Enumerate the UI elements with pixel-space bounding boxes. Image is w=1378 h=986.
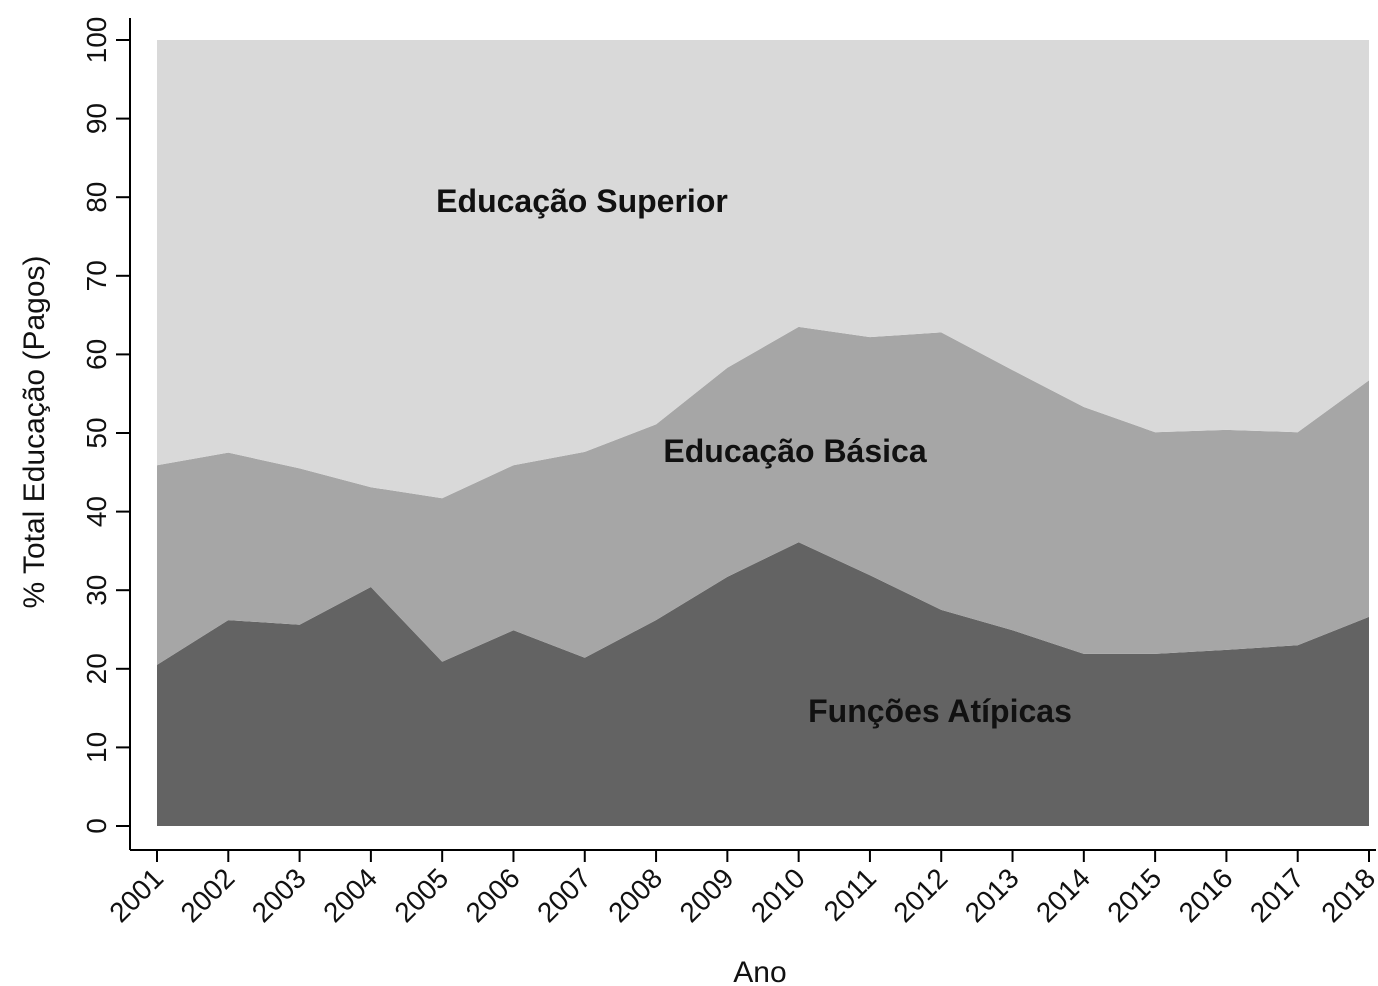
x-tick-label: 2015 <box>1101 862 1167 928</box>
x-tick-label: 2004 <box>317 862 383 928</box>
x-tick-label: 2005 <box>388 862 454 928</box>
y-tick-label: 10 <box>81 732 112 763</box>
x-tick-label: 2017 <box>1244 862 1310 928</box>
y-tick-label: 40 <box>81 496 112 527</box>
series-label: Funções Atípicas <box>808 693 1072 729</box>
y-tick-label: 20 <box>81 653 112 684</box>
x-tick-label: 2010 <box>745 862 811 928</box>
y-tick-label: 60 <box>81 339 112 370</box>
y-tick-label: 30 <box>81 575 112 606</box>
x-tick-label: 2001 <box>103 862 169 928</box>
y-tick-label: 50 <box>81 417 112 448</box>
y-tick-label: 100 <box>81 17 112 64</box>
y-tick-label: 80 <box>81 182 112 213</box>
y-tick-label: 70 <box>81 260 112 291</box>
y-axis-label: % Total Educação (Pagos) <box>18 256 51 609</box>
x-tick-label: 2013 <box>959 862 1025 928</box>
y-tick-label: 90 <box>81 103 112 134</box>
x-tick-label: 2002 <box>175 862 241 928</box>
series-label: Educação Superior <box>436 183 728 219</box>
series-label: Educação Básica <box>663 433 926 469</box>
x-axis-label: Ano <box>733 956 786 986</box>
x-tick-label: 2014 <box>1030 862 1096 928</box>
x-tick-label: 2008 <box>602 862 668 928</box>
x-tick-label: 2016 <box>1173 862 1239 928</box>
x-tick-label: 2009 <box>674 862 740 928</box>
area <box>157 542 1369 826</box>
x-tick-label: 2012 <box>888 862 954 928</box>
x-tick-label: 2011 <box>818 862 883 927</box>
area <box>157 40 1369 499</box>
x-tick-label: 2018 <box>1315 862 1378 928</box>
y-tick-label: 0 <box>81 818 112 834</box>
x-tick-label: 2003 <box>246 862 312 928</box>
x-tick-label: 2006 <box>460 862 526 928</box>
x-tick-label: 2007 <box>531 862 597 928</box>
area <box>157 326 1369 665</box>
